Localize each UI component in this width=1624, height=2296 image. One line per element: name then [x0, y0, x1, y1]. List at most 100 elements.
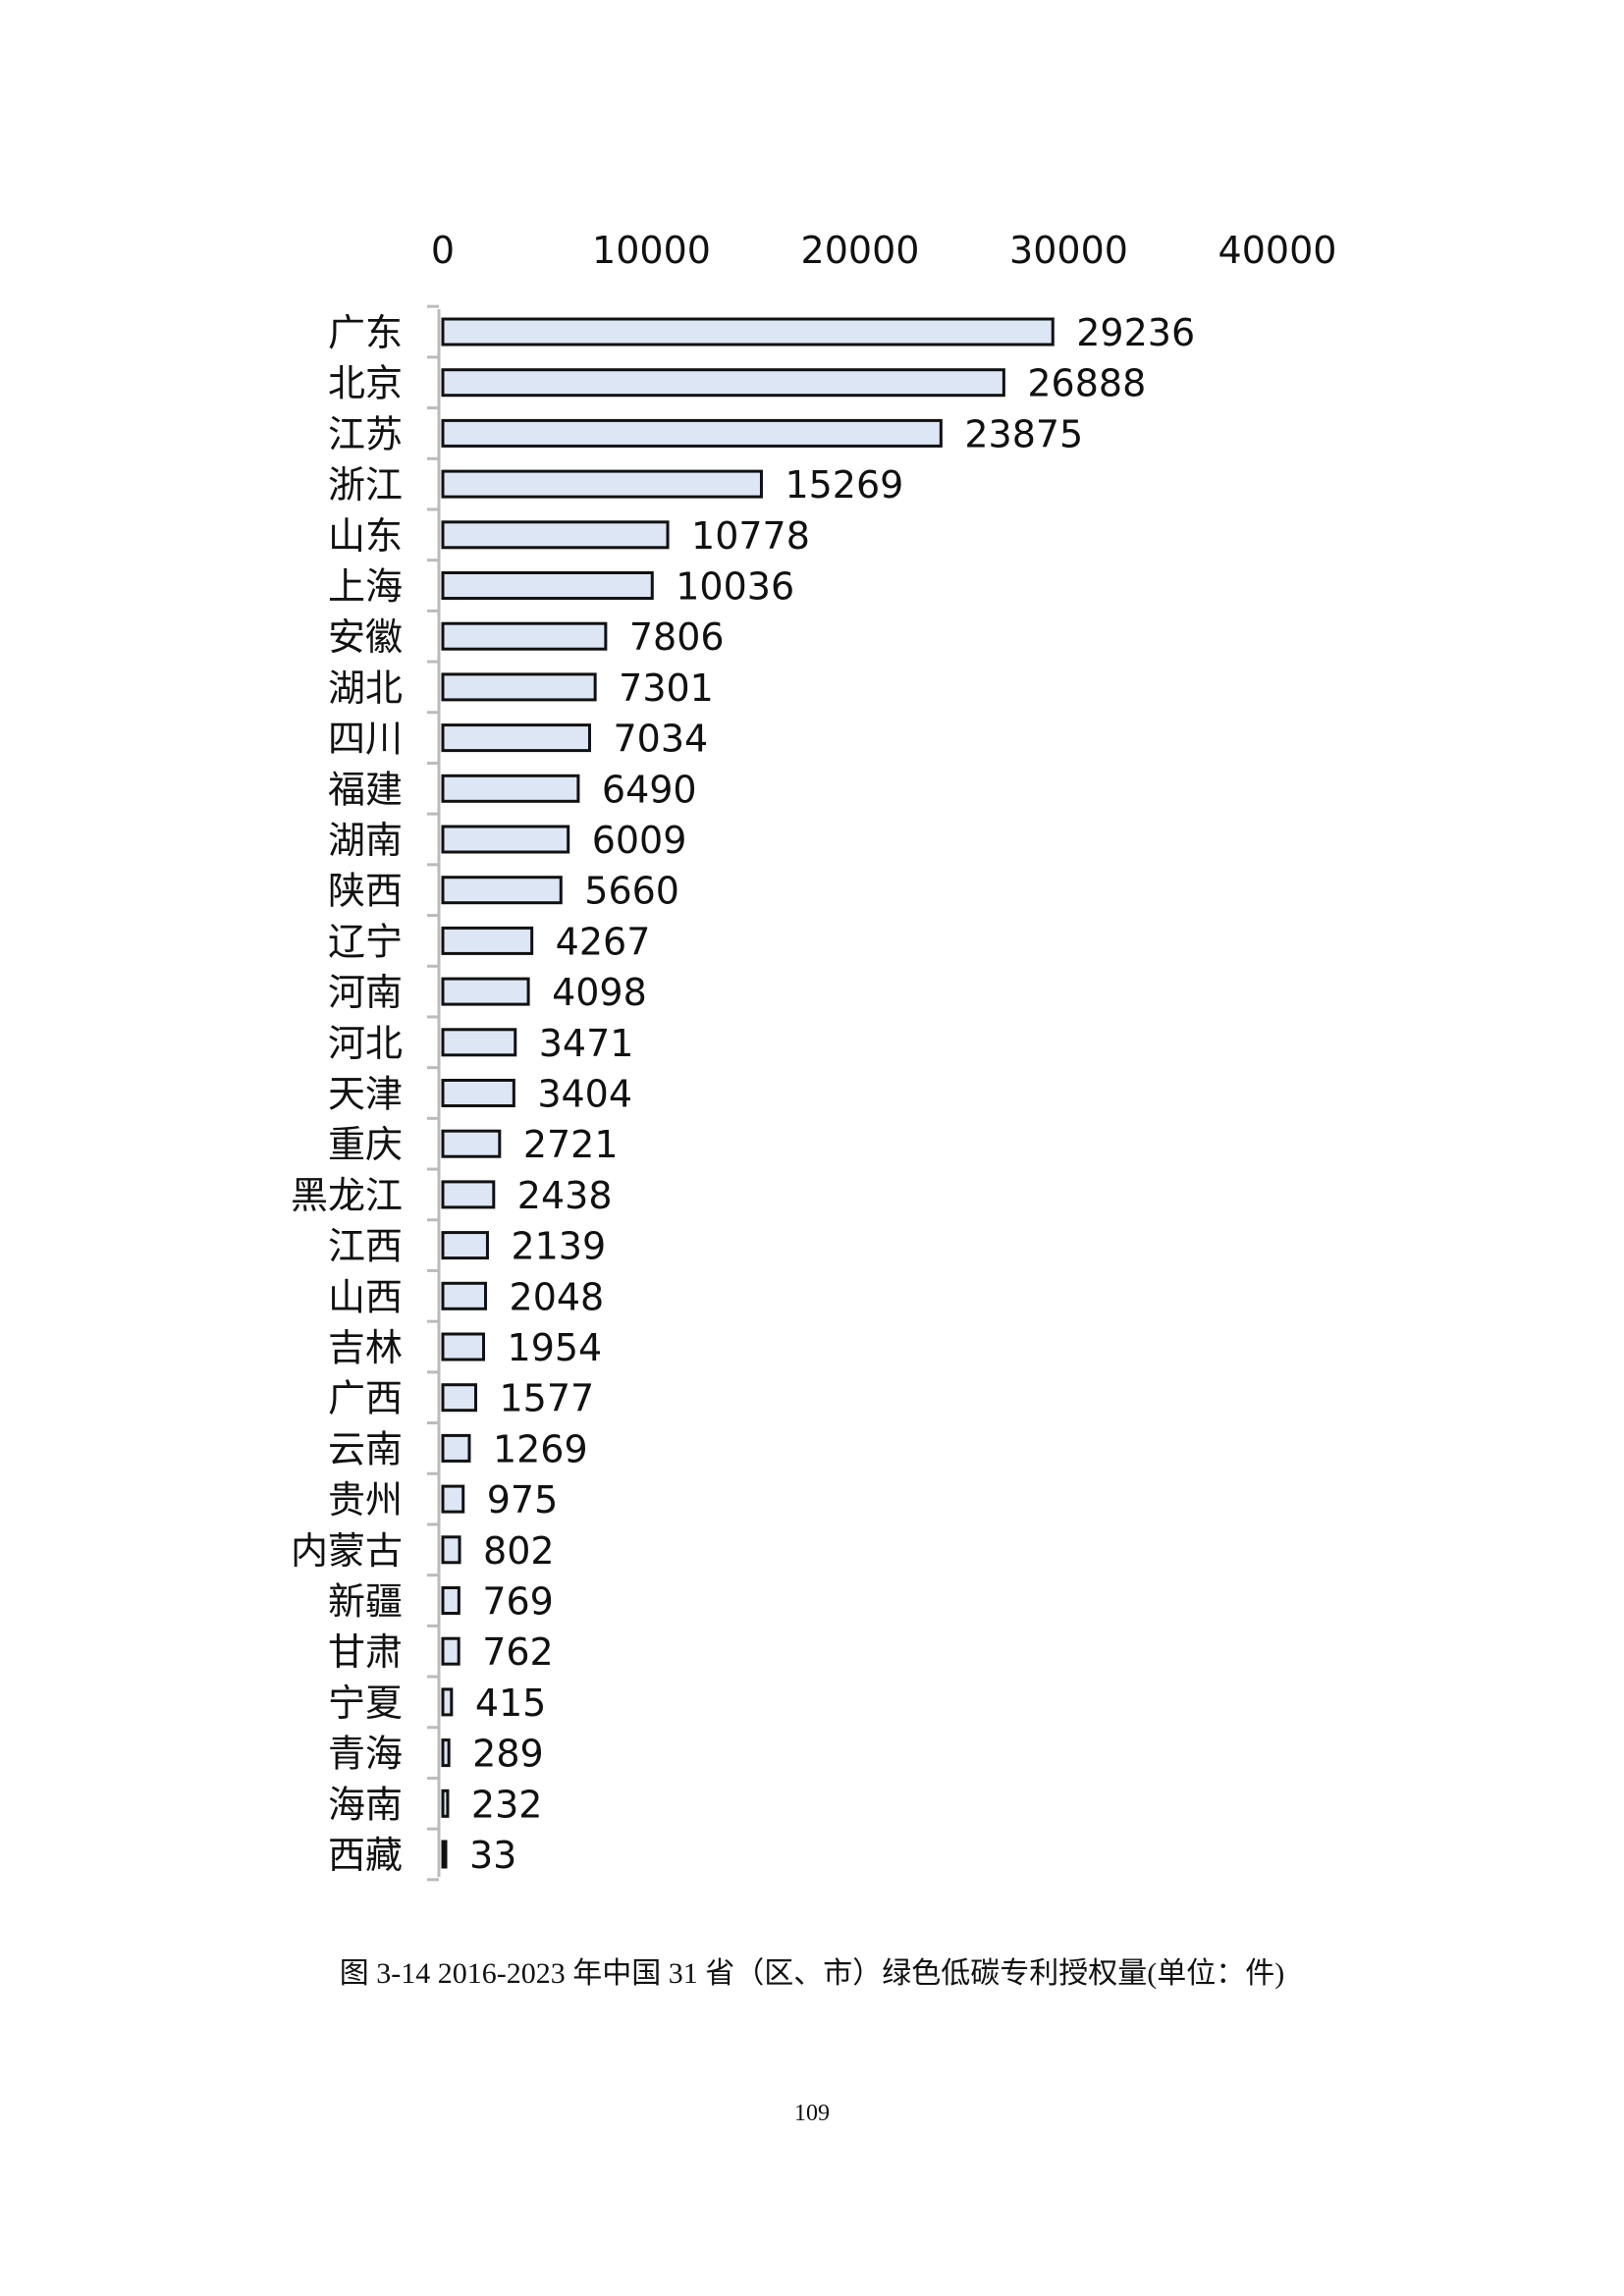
data-label: 415: [475, 1682, 547, 1725]
bar: [441, 1636, 460, 1666]
bar: [441, 1433, 471, 1463]
bar: [441, 825, 570, 854]
category-label: 广西: [328, 1377, 403, 1420]
bar: [441, 1180, 496, 1209]
data-label: 2048: [510, 1275, 605, 1318]
data-label: 5660: [584, 870, 679, 913]
bar: [441, 1789, 450, 1818]
category-label: 吉林: [328, 1326, 403, 1369]
bar: [441, 1079, 515, 1107]
x-axis-ticks: 0 10000 20000 30000 40000: [431, 229, 1337, 272]
category-label: 江西: [328, 1225, 403, 1268]
bar-chart: 0 10000 20000 30000 40000 广东北京江苏浙江山东上海安徽湖北四川…: [291, 229, 1337, 1882]
data-label: 4098: [552, 971, 647, 1014]
bar: [441, 1840, 448, 1869]
data-label: 6490: [602, 768, 697, 811]
category-label: 广东: [328, 311, 403, 354]
data-label: 6009: [592, 819, 687, 862]
data-label: 26888: [1027, 362, 1146, 405]
bar: [441, 621, 608, 651]
category-label: 江苏: [328, 412, 403, 455]
category-label: 内蒙古: [291, 1529, 403, 1573]
bar: [441, 1231, 489, 1260]
bar: [441, 571, 654, 600]
category-labels: 广东北京江苏浙江山东上海安徽湖北四川福建湖南陕西辽宁河南河北天津重庆黑龙江江西山…: [291, 311, 403, 1877]
bar: [441, 317, 1055, 347]
bar: [441, 977, 530, 1006]
category-label: 上海: [328, 565, 403, 609]
data-label: 15269: [785, 463, 903, 507]
category-label: 贵州: [328, 1478, 403, 1522]
bar: [441, 1383, 478, 1413]
category-label: 海南: [328, 1783, 403, 1826]
category-label: 山东: [328, 514, 403, 558]
x-tick-label: 10000: [592, 229, 711, 272]
category-label: 重庆: [328, 1123, 403, 1166]
bar: [441, 723, 591, 753]
y-axis: [427, 304, 441, 1882]
category-label: 黑龙江: [291, 1174, 403, 1217]
page-number: 109: [794, 2101, 830, 2126]
data-label: 4267: [556, 920, 651, 963]
bar: [441, 1535, 461, 1565]
category-label: 天津: [328, 1073, 403, 1116]
value-labels: 29236 26888 23875 15269 10778 10036 7806 7301 70…: [469, 311, 1195, 1877]
category-label: 湖南: [328, 819, 403, 862]
data-label: 975: [487, 1478, 559, 1522]
data-label: 29236: [1076, 311, 1195, 354]
data-label: 7301: [619, 667, 714, 710]
category-label: 四川: [328, 718, 403, 761]
category-label: 北京: [328, 362, 403, 405]
data-label: 10778: [691, 514, 810, 558]
data-label: 762: [482, 1630, 554, 1674]
bar: [441, 1281, 488, 1310]
bar: [441, 1738, 451, 1768]
data-label: 2721: [523, 1123, 619, 1166]
bar: [441, 672, 597, 702]
figure-caption: 图 3-14 2016-2023 年中国 31 省（区、市）绿色低碳专利授权量(…: [339, 1957, 1285, 1990]
category-label: 湖北: [328, 667, 403, 710]
data-label: 3471: [539, 1022, 634, 1065]
data-label: 23875: [964, 412, 1083, 455]
category-label: 河南: [328, 971, 403, 1014]
data-label: 769: [482, 1580, 554, 1624]
x-tick-label: 40000: [1218, 229, 1337, 272]
data-label: 2139: [511, 1225, 606, 1268]
data-label: 2438: [517, 1174, 613, 1217]
bar-series: [441, 317, 1055, 1869]
bar: [441, 1586, 460, 1615]
data-label: 1954: [508, 1326, 603, 1369]
category-label: 辽宁: [328, 920, 403, 963]
category-label: 陕西: [328, 870, 403, 913]
category-label: 福建: [328, 768, 403, 811]
category-label: 安徽: [328, 615, 403, 659]
x-tick-label: 0: [431, 229, 455, 272]
data-label: 802: [483, 1529, 555, 1573]
category-label: 浙江: [328, 463, 403, 507]
data-label: 7806: [629, 615, 725, 659]
data-label: 232: [471, 1783, 543, 1826]
category-label: 宁夏: [328, 1682, 403, 1725]
x-tick-label: 30000: [1009, 229, 1128, 272]
bar: [441, 520, 670, 550]
bar: [441, 469, 763, 499]
category-label: 云南: [328, 1427, 403, 1470]
bar: [441, 1332, 486, 1362]
bar: [441, 1484, 465, 1514]
category-label: 河北: [328, 1022, 403, 1065]
category-label: 西藏: [328, 1834, 403, 1877]
category-label: 甘肃: [328, 1630, 403, 1674]
x-tick-label: 20000: [801, 229, 920, 272]
category-label: 青海: [328, 1733, 403, 1776]
data-label: 7034: [613, 718, 708, 761]
data-label: 10036: [676, 565, 794, 609]
bar: [441, 368, 1005, 398]
bar: [441, 1129, 502, 1158]
bar: [441, 1687, 454, 1717]
bar: [441, 926, 534, 955]
bar: [441, 876, 563, 905]
data-label: 289: [472, 1733, 544, 1776]
bar: [441, 418, 943, 448]
data-label: 33: [469, 1834, 516, 1877]
bar: [441, 774, 580, 803]
